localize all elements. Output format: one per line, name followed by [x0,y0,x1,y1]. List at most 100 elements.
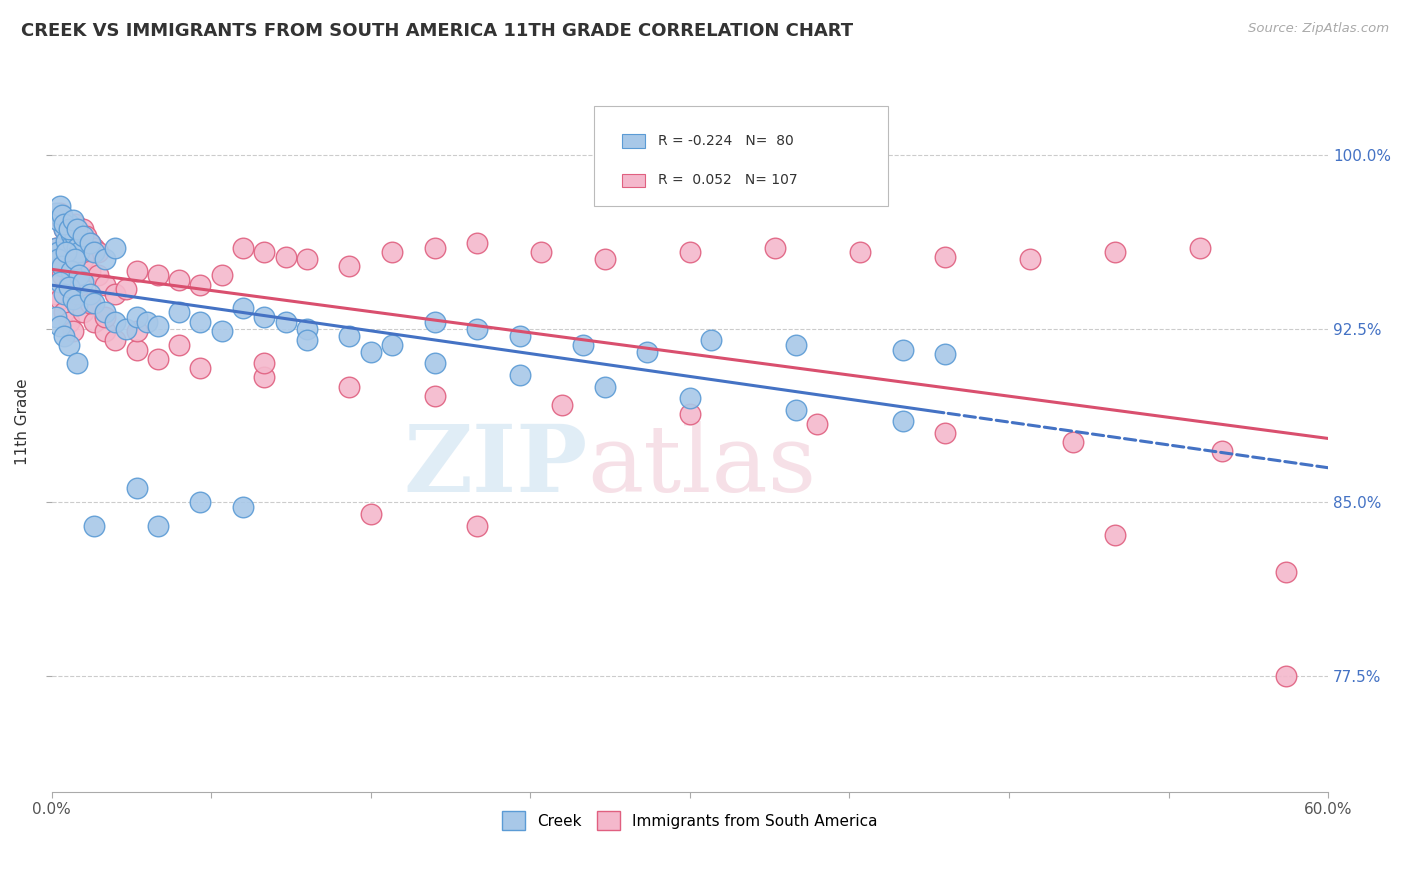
Point [679,408,702,422]
Point [146,319,169,334]
Point [232,241,254,255]
Point [551,398,574,412]
Point [53,222,76,236]
Point [572,338,595,352]
Point [72,222,94,236]
Text: ZIP: ZIP [404,421,588,511]
Point [46,245,69,260]
Point [934,425,956,440]
Point [339,379,361,393]
Point [79,264,101,278]
Point [93,277,115,292]
Point [66,241,89,255]
Point [125,264,148,278]
Point [45,286,67,301]
Point [465,518,488,533]
Point [53,286,76,301]
Point [806,417,828,431]
Point [63,218,86,232]
Point [49,206,72,220]
Point [104,315,127,329]
Point [55,234,77,248]
Point [72,276,94,290]
Point [72,229,94,244]
Point [1189,241,1212,255]
Point [167,305,190,319]
Point [423,389,446,403]
Point [190,495,212,509]
Point [66,298,89,312]
Point [83,518,105,533]
Point [49,319,72,334]
Point [1274,565,1296,579]
Point [125,324,148,338]
Point [891,343,914,357]
Point [360,344,382,359]
Point [253,245,276,260]
Point [146,268,169,283]
Point [67,245,90,260]
Point [1104,528,1126,542]
Point [66,298,89,312]
Text: R = -0.224   N=  80: R = -0.224 N= 80 [658,134,793,148]
Text: R =  0.052   N= 107: R = 0.052 N= 107 [658,173,797,187]
Point [339,259,361,273]
Point [115,282,138,296]
Point [49,252,72,267]
Point [934,347,956,361]
Point [125,343,148,357]
Point [232,500,254,514]
Point [67,268,90,283]
FancyBboxPatch shape [595,106,887,206]
Point [83,315,105,329]
Point [58,315,80,329]
Point [679,245,702,260]
Point [53,222,76,236]
Point [423,356,446,370]
Point [423,315,446,329]
Point [53,328,76,343]
Point [53,305,76,319]
Point [58,277,80,292]
Point [115,321,138,335]
Point [190,361,212,376]
Point [45,241,67,255]
Point [58,222,80,236]
Point [87,245,110,260]
Point [636,344,658,359]
Point [51,259,73,273]
Point [46,245,69,260]
Point [104,241,127,255]
Point [465,321,488,335]
Point [79,235,101,250]
Point [1104,245,1126,260]
Point [146,518,169,533]
Legend: Creek, Immigrants from South America: Creek, Immigrants from South America [496,805,884,836]
Point [49,199,72,213]
Point [55,241,77,255]
Point [51,257,73,271]
Point [423,241,446,255]
Point [66,222,89,236]
Point [45,206,67,220]
Point [1211,444,1233,458]
Point [1062,435,1084,450]
Point [66,222,89,236]
Point [62,235,84,250]
Point [79,296,101,310]
Point [83,245,105,260]
Point [509,368,531,382]
Point [136,315,159,329]
Point [125,310,148,324]
Point [700,333,723,347]
Point [465,235,488,250]
Text: atlas: atlas [588,421,817,511]
Point [87,268,110,283]
Point [51,252,73,267]
Point [67,229,90,244]
Point [339,328,361,343]
Point [232,301,254,315]
Point [59,227,82,241]
Point [274,250,297,264]
Bar [623,174,645,186]
